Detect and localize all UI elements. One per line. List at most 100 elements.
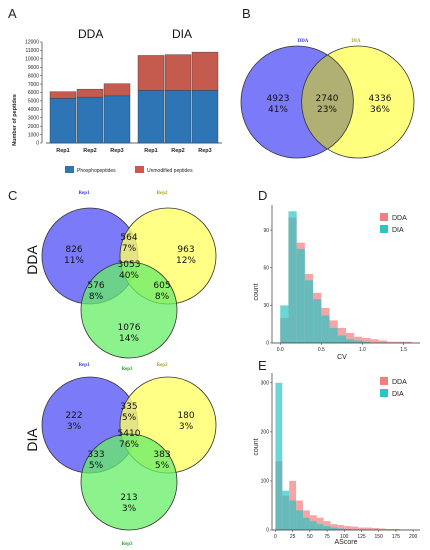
panelE-bar-dda [330, 524, 338, 530]
bar-dda-rep1-phosphopeptides [49, 98, 77, 144]
venn3-dia-pct-rep123: 76% [119, 440, 139, 450]
venn3-dda-count-rep23: 605 [153, 281, 170, 291]
panelD-bar-dda [403, 341, 412, 343]
panelE-bar-dia [309, 521, 317, 530]
panelD-xtick-label: 1.5 [400, 347, 407, 353]
panelE-xtick-label: 200 [409, 534, 418, 540]
venn3-dda-label-rep3: Rep3 [121, 367, 133, 372]
panelD-bar-dda [362, 337, 371, 343]
panelE-bar-dia [323, 526, 331, 530]
panelE-bar-dda [323, 521, 331, 530]
venn3-dia-count-rep13: 333 [87, 450, 104, 460]
panel-a-group-label-dia: DIA [172, 27, 192, 41]
panelE-ytick-label: 300 [261, 381, 270, 387]
bar-dia-rep1-phosphopeptides [137, 90, 165, 144]
bar-dia-rep2-phosphopeptides [164, 90, 192, 144]
panel-letter-c: C [8, 188, 17, 203]
panel-e-legend-swatch-dia [380, 389, 388, 397]
panelE-bar-dia [316, 524, 324, 530]
panelD-bar-dia [346, 339, 355, 343]
panelD-bar-dda [395, 341, 404, 343]
panelE-xtick-label: 25 [290, 534, 296, 540]
panelD-ytick-label: 0 [266, 341, 269, 347]
panelE-ytick-label: 100 [261, 479, 270, 485]
panelD-bar-dia [362, 341, 371, 343]
panel-a-ylabel: Number of peptides [12, 94, 18, 146]
panelD-xtick-label: 0.5 [318, 347, 325, 353]
panelE-xtick-label: 0 [274, 534, 277, 540]
panelE-xtick-label: 100 [340, 534, 349, 540]
panelD-bar-dia [280, 305, 289, 343]
panelE-bar-dda [358, 527, 365, 530]
panelE-bar-dia [344, 529, 352, 530]
panel-a-xtick-label: Rep2 [171, 148, 184, 154]
panelE-xtick-label: 150 [375, 534, 384, 540]
panelE-bar-dda [337, 525, 345, 530]
panel-e-axes: 0 25 50 75 100 125 150 175 200 0 100 200 300 [261, 373, 420, 540]
panel-a-xtick-label: Rep3 [198, 148, 211, 154]
panel-d-legend-label-dia: DIA [392, 227, 404, 234]
panel-a-ytick-label: 6000 [28, 90, 39, 96]
panel-a-ytick-label: 4000 [28, 107, 39, 113]
venn3-dia-pct-rep12: 5% [122, 413, 137, 423]
venn3-dda-count-rep13: 576 [87, 281, 104, 291]
legend-swatch-unmodified [135, 166, 144, 173]
bar-dia-rep2-unmodified [164, 54, 192, 91]
panel-letter-b: B [242, 6, 251, 21]
panel-a-x-ticks: Rep1 Rep2 Rep3 Rep1 Rep2 Rep3 [56, 148, 211, 154]
panel-a-ytick-label: 3000 [28, 115, 39, 121]
panel-d-legend-label-dda: DDA [392, 215, 407, 222]
panel-a-bars [49, 51, 219, 144]
panel-letter-e: E [258, 358, 267, 373]
panel-letter-a: A [8, 6, 17, 21]
bar-dia-rep3-phosphopeptides [191, 90, 219, 144]
panel-d-bars [272, 205, 420, 343]
panel-e-legend-swatch-dda [380, 377, 388, 385]
panelD-bar-dia [329, 327, 338, 343]
panelD-bar-dda [346, 332, 355, 343]
panel-a-xtick-label: Rep1 [56, 148, 69, 154]
venn3-dda-label-rep1: Rep1 [78, 191, 90, 196]
venn3-dia-count-rep23: 383 [153, 450, 170, 460]
venn3-dia-pct-rep3-only: 3% [122, 504, 137, 514]
panel-a-ytick-label: 7000 [28, 82, 39, 88]
panelE-bar-dda [392, 529, 400, 530]
panelE-bar-dia [282, 490, 290, 530]
bar-dda-rep1-unmodified [49, 91, 77, 99]
venn-count-dia-only: 4336 [369, 94, 392, 104]
panel-a-legend: Phosphopeptides Unmodified peptides [65, 166, 193, 174]
panelD-ytick-label: 90 [263, 228, 269, 234]
venn3-dda-count-rep3-only: 1076 [118, 323, 141, 333]
panel-d-ylabel: count [253, 283, 260, 300]
venn3-dda-count-rep1-only: 826 [65, 245, 82, 255]
panelD-xtick-label: 1.0 [359, 347, 366, 353]
panel-a-ytick-label: 1000 [28, 132, 39, 138]
panelE-ytick-label: 200 [261, 430, 270, 436]
panel-a-xtick-label: Rep3 [110, 148, 123, 154]
venn3-dia-count-rep12: 335 [120, 402, 137, 412]
venn-set-label-dda: DDA [298, 39, 309, 44]
panel-a-ytick-label: 11000 [25, 48, 39, 54]
panelE-bar-dda [378, 528, 386, 530]
panel-a-ytick-label: 10000 [25, 57, 39, 63]
panelE-bar-dda [316, 517, 324, 530]
venn3-dia-label-rep2: Rep2 [156, 363, 168, 368]
venn3-dia-count-rep2-only: 180 [177, 411, 194, 421]
venn-set-label-dia: DIA [351, 39, 361, 44]
panelE-bar-dda [351, 526, 359, 530]
panelE-xtick-label: 75 [324, 534, 330, 540]
legend-swatch-phosphopeptides [65, 166, 74, 173]
panel-a-ytick-label: 12000 [25, 40, 39, 46]
panel-d-xlabel: CV [337, 354, 347, 361]
venn-pct-dia-only: 36% [370, 105, 390, 115]
panel-b-venn-diagram: DDA DIA 4923 41% 2740 23% 4336 36% [240, 39, 415, 159]
panel-e-legend: DDA DIA [380, 377, 407, 398]
panel-d-legend: DDA DIA [380, 213, 407, 234]
panel-a-group-label-dda: DDA [78, 27, 103, 41]
bar-dia-rep3-unmodified [191, 51, 219, 91]
panelD-bar-dda [378, 340, 388, 343]
panel-a-ytick-label: 0 [36, 141, 39, 147]
venn3-dda-count-rep12: 564 [120, 233, 137, 243]
panel-d-cv-histogram: 0.0 0.5 1.0 1.5 0 30 60 90 CV count DDA DIA [253, 205, 420, 361]
